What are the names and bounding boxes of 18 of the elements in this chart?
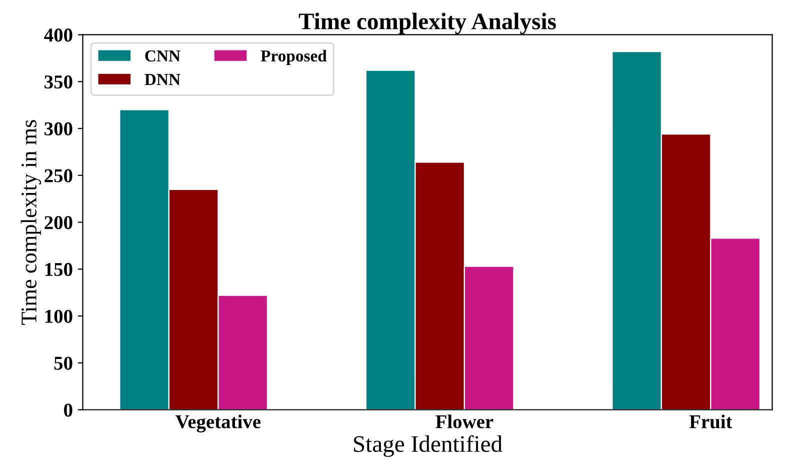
chart-title: Time complexity Analysis (298, 12, 556, 34)
y-tick-label: 0 (64, 404, 72, 417)
y-tick-label: 100 (45, 310, 72, 323)
y-tick-label: 400 (44, 28, 72, 42)
x-tick-label: Fruit (689, 414, 732, 428)
y-tick-label: 200 (44, 216, 72, 230)
y-tick-label: 250 (44, 169, 72, 182)
y-tick-label: 50 (54, 356, 72, 370)
y-tick-label: 350 (44, 75, 72, 89)
y-tick-label: 300 (44, 122, 72, 136)
x-tick-label: Flower (436, 414, 494, 428)
x-tick-label: Vegetative (176, 414, 261, 432)
y-tick-label: 150 (45, 262, 72, 276)
legend-label: CNN (145, 50, 180, 62)
x-axis-title: Stage Identified (354, 435, 502, 457)
y-axis-title: Time complexity in ms (20, 120, 42, 325)
legend-label: Proposed (260, 50, 327, 65)
legend-label: DNN (144, 74, 180, 85)
